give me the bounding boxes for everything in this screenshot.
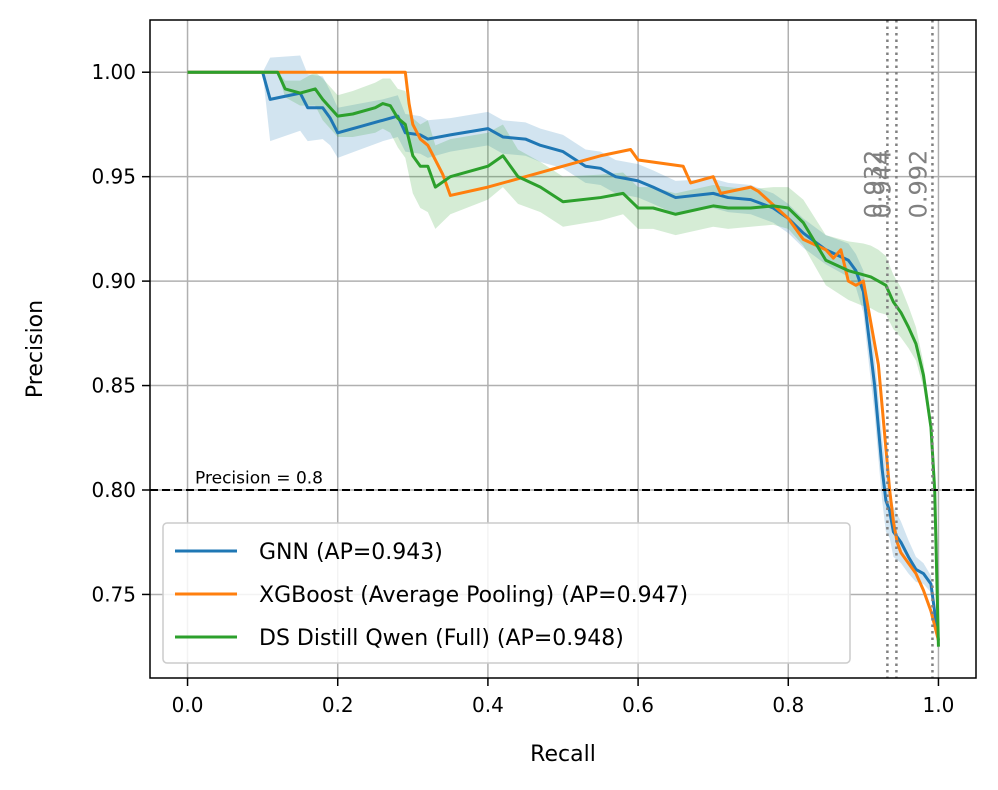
- series-band-0: [187, 55, 939, 641]
- x-tick-label: 0.8: [772, 693, 804, 717]
- series-line-0: [187, 70, 940, 641]
- confidence-bands: [187, 55, 939, 647]
- axis-ticks: 0.0 0.2 0.4 0.6 0.8 1.0 0.75 0.80 0.85 0.90 0.95 1.…: [91, 60, 954, 717]
- x-tick-label: 0.0: [172, 693, 204, 717]
- y-tick-label: 0.80: [91, 478, 136, 502]
- legend-label-2: DS Distill Qwen (Full) (AP=0.948): [259, 626, 624, 651]
- y-tick-label: 0.90: [91, 269, 136, 293]
- plot-area-frame: [149, 19, 977, 679]
- legend: GNN (AP=0.943) XGBoost (Average Pooling) …: [162, 522, 851, 664]
- legend-label-0: GNN (AP=0.943): [259, 540, 443, 565]
- x-tick-label: 0.4: [472, 693, 504, 717]
- x-tick-label: 0.6: [622, 693, 654, 717]
- y-tick-label: 0.95: [91, 165, 136, 189]
- recall-marker-label: 0.944: [868, 150, 896, 219]
- legend-label-1: XGBoost (Average Pooling) (AP=0.947): [259, 583, 688, 608]
- y-tick-label: 0.85: [91, 374, 136, 398]
- x-axis-label: Recall: [530, 742, 596, 767]
- legend-box: [162, 522, 851, 664]
- recall-marker-label: 0.932: [859, 150, 887, 219]
- y-axis-label: Precision: [23, 300, 48, 398]
- y-tick-label: 0.75: [91, 582, 136, 606]
- recall-marker-label: 0.992: [904, 150, 932, 219]
- y-tick-label: 1.00: [91, 60, 136, 84]
- x-tick-label: 1.0: [923, 693, 955, 717]
- precision-threshold-label: Precision = 0.8: [195, 469, 323, 489]
- series-band-2: [187, 72, 939, 647]
- x-tick-label: 0.2: [322, 693, 354, 717]
